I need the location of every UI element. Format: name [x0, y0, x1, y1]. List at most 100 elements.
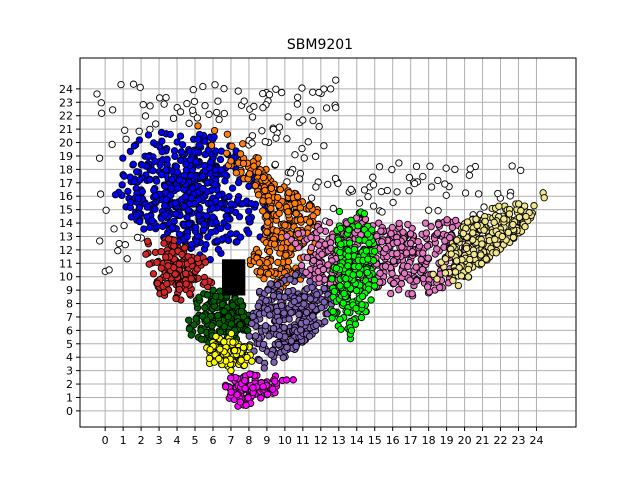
data-point	[176, 108, 185, 116]
data-point	[244, 394, 252, 402]
data-point	[161, 202, 169, 210]
y-tick-label: 5	[66, 338, 73, 351]
data-point	[352, 286, 361, 295]
data-point	[185, 316, 193, 324]
x-tick-label: 6	[209, 434, 216, 447]
data-point	[201, 258, 210, 266]
y-tick-label: 14	[59, 217, 73, 230]
data-point	[405, 187, 413, 195]
data-point	[239, 159, 248, 168]
data-point	[263, 228, 271, 236]
data-point	[395, 286, 403, 294]
data-point	[245, 229, 253, 237]
data-point	[274, 258, 282, 267]
data-point	[210, 126, 219, 135]
data-point	[111, 191, 120, 199]
y-tick-label: 12	[59, 244, 73, 257]
data-point	[227, 329, 236, 338]
data-point	[294, 93, 302, 101]
data-point	[175, 176, 183, 184]
data-point	[313, 290, 321, 299]
data-point	[216, 155, 225, 164]
data-point	[163, 280, 171, 288]
data-point	[291, 151, 299, 159]
data-point	[331, 174, 340, 183]
data-point	[406, 276, 414, 284]
data-point	[245, 170, 254, 178]
data-point	[151, 192, 160, 200]
data-point	[209, 204, 217, 212]
data-point	[367, 296, 375, 304]
data-point	[274, 281, 282, 289]
data-point	[121, 241, 129, 249]
data-point	[419, 249, 427, 257]
data-point	[262, 212, 271, 220]
data-point	[369, 181, 378, 189]
plot-frame	[79, 57, 577, 428]
x-tick-label: 4	[174, 434, 181, 447]
data-point	[407, 239, 415, 247]
data-point	[475, 190, 483, 198]
data-point	[227, 200, 235, 208]
data-point	[261, 186, 269, 195]
data-point	[315, 88, 323, 97]
y-tick-label: 10	[59, 271, 73, 284]
data-point	[296, 204, 304, 212]
data-point	[133, 168, 141, 176]
data-point	[329, 204, 337, 213]
data-point	[355, 270, 364, 278]
data-point	[133, 233, 142, 242]
data-point	[162, 93, 170, 102]
y-tick-label: 17	[59, 177, 73, 190]
data-point	[277, 301, 286, 310]
data-point	[320, 298, 328, 306]
data-point	[246, 370, 254, 378]
data-point	[146, 102, 154, 110]
data-point	[241, 384, 249, 392]
data-point	[212, 218, 220, 227]
data-point	[227, 157, 235, 165]
data-point	[212, 197, 220, 205]
x-tick-label: 22	[494, 434, 508, 447]
y-tick-label: 13	[59, 230, 73, 243]
data-point	[264, 218, 272, 226]
data-point	[265, 332, 273, 340]
data-point	[233, 391, 241, 399]
data-point	[540, 194, 548, 202]
data-point	[289, 376, 297, 384]
data-point	[194, 122, 202, 130]
data-point	[254, 302, 262, 310]
data-point	[187, 257, 195, 265]
data-point	[195, 196, 203, 204]
data-point	[182, 160, 190, 169]
data-point	[408, 248, 417, 256]
data-point	[160, 100, 168, 108]
data-point	[446, 234, 454, 242]
data-point	[279, 354, 287, 362]
data-point	[280, 309, 288, 317]
data-point	[239, 343, 248, 352]
data-point	[136, 83, 144, 92]
data-point	[312, 183, 320, 191]
data-point	[505, 210, 514, 218]
data-point	[433, 229, 442, 237]
data-point	[195, 205, 204, 213]
data-point	[515, 200, 523, 208]
data-point	[358, 301, 366, 309]
data-point	[315, 274, 323, 282]
data-point	[413, 277, 421, 285]
data-point	[275, 209, 283, 217]
data-point	[364, 192, 372, 201]
data-point	[305, 332, 314, 340]
data-point	[183, 99, 191, 108]
x-tick-label: 2	[138, 434, 145, 447]
y-tick-label: 18	[59, 163, 73, 176]
data-point	[96, 190, 105, 198]
data-point	[283, 135, 291, 143]
data-point	[459, 229, 467, 238]
data-point	[93, 90, 101, 98]
data-point	[187, 331, 195, 339]
data-point	[295, 310, 303, 318]
y-tick-label: 9	[66, 284, 73, 297]
data-point	[227, 374, 235, 382]
